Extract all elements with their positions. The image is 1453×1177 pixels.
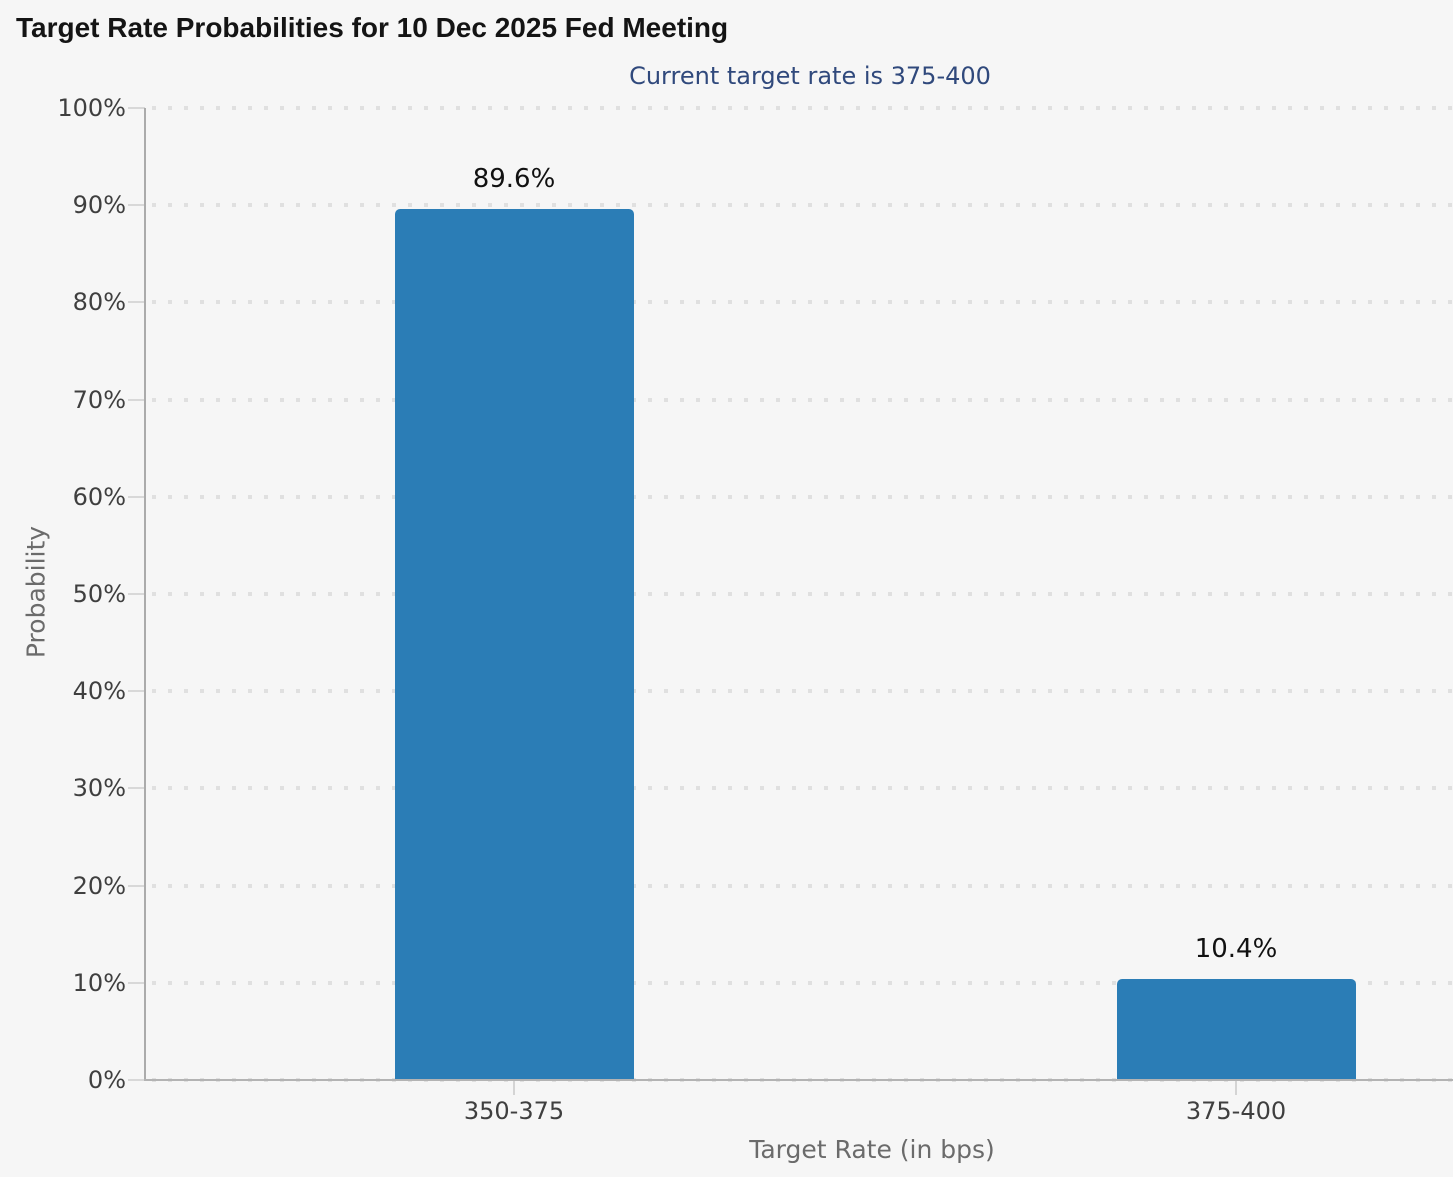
y-tick-label: 0%	[87, 1066, 126, 1094]
y-tick-label: 70%	[72, 385, 126, 414]
bar-375-400[interactable]	[1116, 978, 1356, 1080]
chart-subtitle: Current target rate is 375-400	[629, 62, 991, 90]
y-tick	[128, 495, 145, 498]
y-tick	[128, 787, 145, 790]
y-tick-label: 20%	[72, 871, 126, 900]
y-tick	[128, 593, 145, 595]
y-tick-label: 80%	[72, 288, 126, 317]
x-tick-label: 375-400	[1185, 1097, 1287, 1125]
gridline	[152, 786, 1453, 791]
x-axis-title: Target Rate (in bps)	[749, 1135, 995, 1164]
chart-title: Target Rate Probabilities for 10 Dec 202…	[16, 12, 729, 43]
gridline	[152, 397, 1453, 402]
y-tick	[128, 981, 145, 984]
x-tick	[513, 1081, 515, 1095]
gridline	[152, 494, 1453, 499]
gridline	[152, 980, 1453, 985]
y-axis-line	[144, 108, 146, 1081]
y-tick-label: 90%	[72, 191, 126, 220]
gridline	[152, 300, 1453, 305]
y-tick-label: 30%	[72, 774, 126, 803]
gridline	[152, 203, 1453, 208]
gridline	[152, 592, 1453, 596]
y-tick	[128, 204, 145, 207]
y-tick	[128, 884, 145, 887]
bar-value-label: 10.4%	[1194, 933, 1278, 964]
x-tick-label: 350-375	[463, 1097, 565, 1125]
y-tick-label: 50%	[72, 580, 126, 608]
y-tick-label: 40%	[72, 677, 126, 706]
gridline	[152, 106, 1453, 110]
gridline	[152, 883, 1453, 888]
y-tick	[128, 107, 145, 109]
y-tick-label: 60%	[72, 482, 126, 511]
y-tick-label: 100%	[57, 94, 126, 122]
y-tick	[128, 398, 145, 401]
x-axis-line	[144, 1079, 1453, 1081]
x-tick	[1235, 1081, 1237, 1095]
bar-value-label: 89.6%	[472, 164, 556, 195]
gridline	[152, 689, 1453, 694]
y-tick	[128, 301, 145, 304]
y-tick	[128, 690, 145, 693]
y-tick	[128, 1079, 145, 1081]
y-tick-label: 10%	[72, 968, 126, 997]
bar-350-375[interactable]	[394, 209, 634, 1080]
